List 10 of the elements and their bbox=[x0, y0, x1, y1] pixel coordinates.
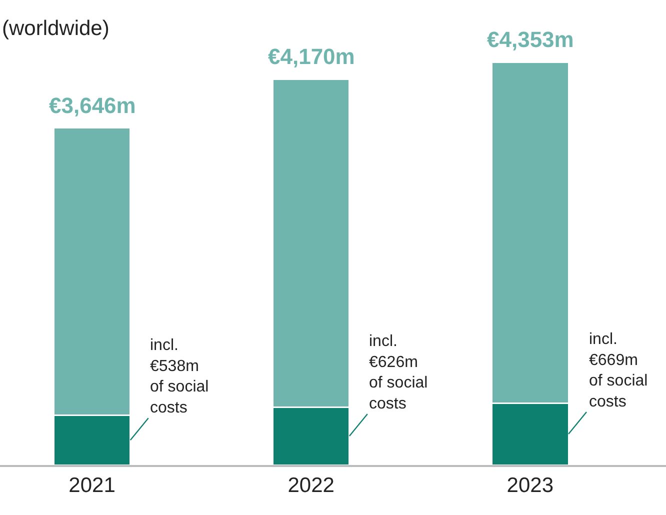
total-label: €4,353m bbox=[487, 27, 574, 52]
chart-subtitle: (worldwide) bbox=[2, 17, 110, 40]
x-tick-label: 2023 bbox=[506, 474, 554, 498]
data-label: incl. €669m of social costs bbox=[589, 331, 648, 410]
total-label: €4,170m bbox=[268, 44, 355, 69]
x-tick-label: 2021 bbox=[68, 474, 116, 498]
x-tick-label: 2022 bbox=[288, 474, 334, 498]
data-label: incl. €626m of social costs bbox=[369, 333, 428, 412]
data-label: incl. €538m of social costs bbox=[150, 337, 209, 416]
total-label: €3,646m bbox=[49, 93, 136, 118]
